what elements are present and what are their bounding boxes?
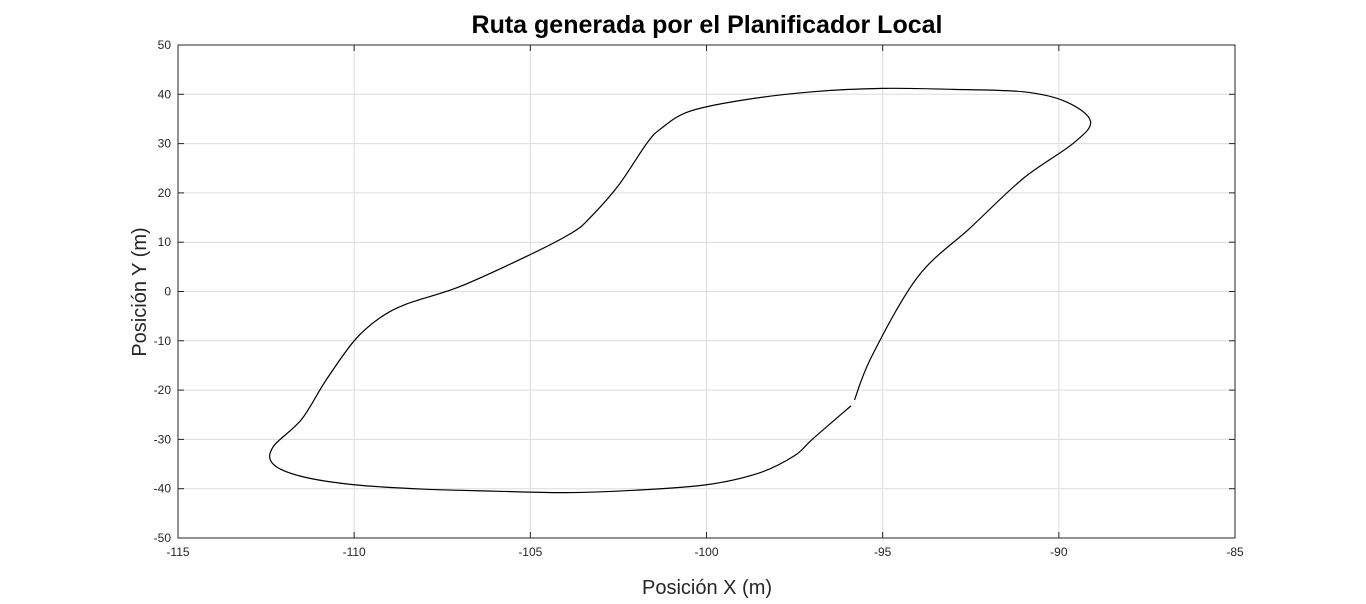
y-tick-label: -10 [154,334,172,348]
axis-ticks: -115 -110 -105 -100 -95 -90 -85-50-40-30-20-10… [154,38,1244,559]
x-tick-label: -95 [874,545,892,559]
y-axis-label: Posición Y (m) [129,227,151,356]
trajectory-line [269,87,1092,494]
grid-lines [178,45,1235,538]
x-tick-label: -85 [1226,545,1244,559]
plot-data [269,87,1092,494]
y-tick-label: 20 [158,186,172,200]
x-tick-label: -110 [343,545,366,559]
y-tick-label: 40 [158,87,172,101]
x-tick-label: -115 [166,545,189,559]
y-tick-label: 30 [158,137,172,151]
y-tick-label: -50 [154,531,172,545]
y-tick-label: -20 [154,383,172,397]
y-tick-label: -30 [154,432,172,446]
x-axis-label: Posición X (m) [642,577,772,599]
x-tick-label: -105 [518,545,542,559]
y-tick-label: 10 [158,235,172,249]
chart-title: Ruta generada por el Planificador Local [472,11,943,39]
y-tick-label: 0 [164,285,171,299]
y-tick-label: -40 [154,482,172,496]
y-tick-label: 50 [158,38,172,52]
x-tick-label: -100 [694,545,718,559]
x-tick-label: -90 [1050,545,1068,559]
